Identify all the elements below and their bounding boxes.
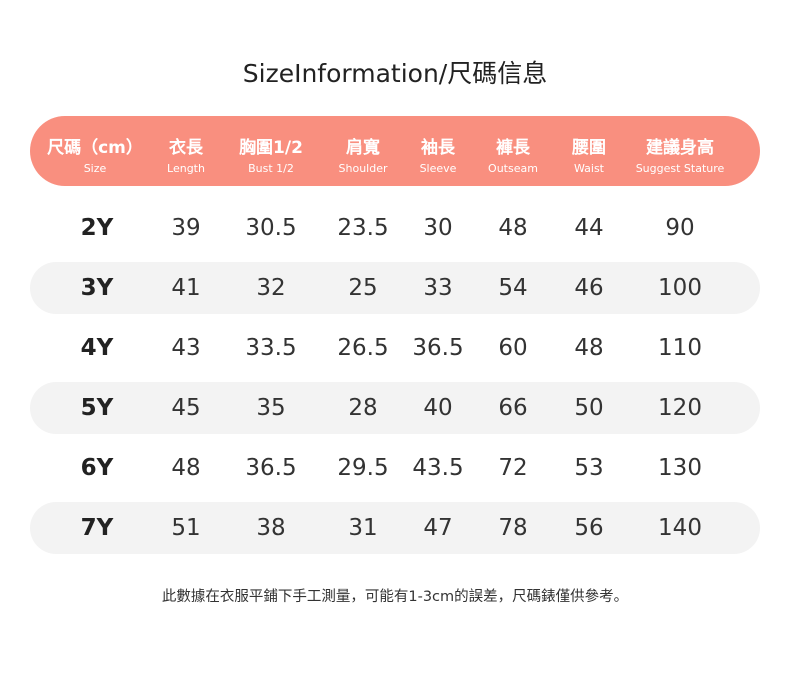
table-row: 4Y 43 33.5 26.5 36.5 60 48 110 — [30, 322, 760, 374]
header-label-zh: 衣長 — [168, 138, 203, 158]
cell-outseam: 54 — [498, 275, 528, 301]
cell-outseam: 48 — [498, 215, 528, 241]
cell-waist: 56 — [574, 515, 604, 541]
header-label-zh: 肩寬 — [345, 138, 380, 158]
cell-shoulder: 26.5 — [337, 335, 389, 361]
page-title: SizeInformation/尺碼信息 — [242, 59, 548, 88]
header-label-en: Length — [167, 162, 205, 175]
header-label-en: Sleeve — [419, 162, 457, 175]
cell-sleeve: 36.5 — [412, 335, 464, 361]
cell-length: 45 — [171, 395, 201, 421]
header-size: 尺碼（cm） Size — [47, 116, 143, 186]
cell-sleeve: 33 — [423, 275, 453, 301]
cell-size: 2Y — [80, 215, 114, 241]
cell-outseam: 78 — [498, 515, 528, 541]
measurement-note: 此數據在衣服平鋪下手工測量，可能有1-3cm的誤差，尺碼錶僅供參考。 — [161, 589, 629, 605]
table-row: 5Y 45 35 28 40 66 50 120 — [30, 382, 760, 434]
cell-shoulder: 29.5 — [337, 455, 389, 481]
header-stature: 建議身高 Suggest Stature — [636, 116, 725, 186]
cell-sleeve: 40 — [423, 395, 453, 421]
cell-sleeve: 43.5 — [412, 455, 464, 481]
header-shoulder: 肩寬 Shoulder — [339, 116, 388, 186]
cell-waist: 50 — [574, 395, 604, 421]
cell-length: 39 — [171, 215, 201, 241]
cell-sleeve: 47 — [423, 515, 453, 541]
table-row: 3Y 41 32 25 33 54 46 100 — [30, 262, 760, 314]
size-table-header: 尺碼（cm） Size 衣長 Length 胸圍1/2 Bust 1/2 肩寬 Shoulde… — [30, 116, 760, 186]
header-bust: 胸圍1/2 Bust 1/2 — [239, 116, 303, 186]
cell-sleeve: 30 — [423, 215, 453, 241]
cell-waist: 48 — [574, 335, 604, 361]
header-waist: 腰圍 Waist — [572, 116, 606, 186]
header-label-en: Bust 1/2 — [248, 162, 294, 175]
cell-shoulder: 25 — [348, 275, 378, 301]
cell-outseam: 72 — [498, 455, 528, 481]
cell-stature: 90 — [665, 215, 695, 241]
cell-shoulder: 31 — [348, 515, 378, 541]
cell-bust: 38 — [256, 515, 286, 541]
cell-waist: 46 — [574, 275, 604, 301]
cell-bust: 32 — [256, 275, 286, 301]
cell-stature: 100 — [658, 275, 702, 301]
header-label-zh: 褲長 — [496, 138, 530, 158]
cell-shoulder: 28 — [348, 395, 378, 421]
cell-stature: 130 — [658, 455, 702, 481]
cell-bust: 33.5 — [245, 335, 297, 361]
cell-length: 48 — [171, 455, 201, 481]
header-label-zh: 腰圍 — [572, 138, 606, 158]
header-label-en: Size — [83, 162, 107, 175]
table-row: 6Y 48 36.5 29.5 43.5 72 53 130 — [30, 442, 760, 494]
cell-length: 51 — [171, 515, 201, 541]
header-outseam: 褲長 Outseam — [488, 116, 538, 186]
cell-size: 7Y — [80, 515, 114, 541]
cell-bust: 36.5 — [245, 455, 297, 481]
cell-length: 41 — [171, 275, 201, 301]
cell-size: 5Y — [80, 395, 114, 421]
cell-stature: 120 — [658, 395, 702, 421]
header-label-en: Suggest Stature — [635, 162, 725, 175]
cell-outseam: 66 — [498, 395, 528, 421]
table-row: 7Y 51 38 31 47 78 56 140 — [30, 502, 760, 554]
header-label-zh: 袖長 — [420, 138, 455, 158]
table-row: 2Y 39 30.5 23.5 30 48 44 90 — [30, 202, 760, 254]
cell-size: 4Y — [80, 335, 114, 361]
header-label-en: Waist — [573, 162, 604, 175]
header-label-en: Shoulder — [338, 162, 388, 175]
cell-stature: 110 — [658, 335, 702, 361]
cell-outseam: 60 — [498, 335, 528, 361]
cell-waist: 53 — [574, 455, 604, 481]
header-label-en: Outseam — [488, 162, 538, 175]
cell-stature: 140 — [658, 515, 702, 541]
cell-bust: 30.5 — [245, 215, 297, 241]
header-label-zh: 尺碼（cm） — [47, 138, 143, 158]
header-label-zh: 建議身高 — [645, 138, 714, 158]
cell-length: 43 — [171, 335, 201, 361]
cell-size: 6Y — [80, 455, 114, 481]
header-length: 衣長 Length — [167, 116, 205, 186]
cell-bust: 35 — [256, 395, 286, 421]
cell-shoulder: 23.5 — [337, 215, 389, 241]
cell-waist: 44 — [574, 215, 604, 241]
header-sleeve: 袖長 Sleeve — [420, 116, 457, 186]
cell-size: 3Y — [80, 275, 114, 301]
header-label-zh: 胸圍1/2 — [239, 138, 303, 158]
